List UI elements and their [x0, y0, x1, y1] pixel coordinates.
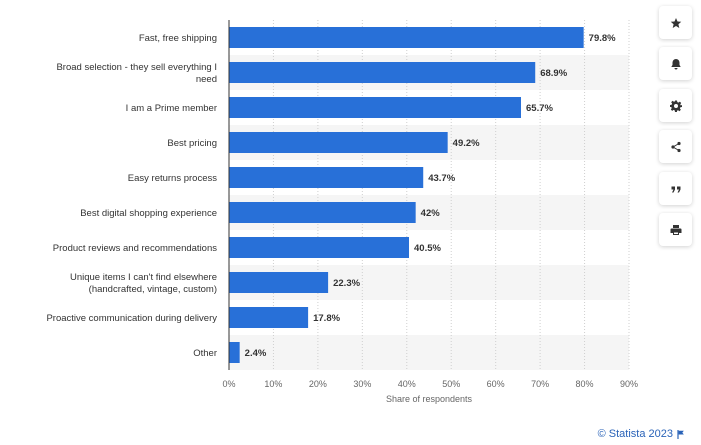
- category-labels: Fast, free shipping Broad selection - the…: [46, 33, 217, 359]
- print-button[interactable]: [659, 213, 692, 246]
- value-label: 2.4%: [245, 348, 267, 359]
- value-label: 42%: [421, 208, 441, 219]
- value-label: 49.2%: [453, 138, 480, 149]
- settings-button[interactable]: [659, 89, 692, 122]
- bar[interactable]: [229, 97, 521, 118]
- share-button[interactable]: [659, 130, 692, 163]
- bar[interactable]: [229, 62, 536, 83]
- value-labels: 79.8% 68.9% 65.7% 49.2% 43.7% 42% 40.5% 22.3% 17…: [245, 33, 616, 359]
- category-label: need: [196, 74, 217, 85]
- statista-credit[interactable]: © Statista 2023: [598, 428, 685, 440]
- category-label: Proactive communication during delivery: [46, 313, 217, 324]
- x-tick-label: 30%: [353, 379, 371, 389]
- favorite-button[interactable]: [659, 6, 692, 39]
- bar-chart: Fast, free shipping Broad selection - the…: [46, 20, 638, 404]
- value-label: 79.8%: [589, 33, 616, 44]
- category-label: Best pricing: [167, 138, 217, 149]
- print-icon: [670, 224, 681, 235]
- category-label: Unique items I can't find elsewhere: [70, 272, 217, 283]
- x-tick-label: 0%: [222, 379, 235, 389]
- bell-icon: [671, 58, 680, 69]
- notification-button[interactable]: [659, 47, 692, 80]
- x-tick-label: 70%: [531, 379, 549, 389]
- x-tick-label: 40%: [398, 379, 416, 389]
- value-label: 65.7%: [526, 103, 553, 114]
- value-label: 22.3%: [333, 278, 360, 289]
- bar[interactable]: [229, 202, 416, 223]
- bar[interactable]: [229, 237, 409, 258]
- bar[interactable]: [229, 342, 240, 363]
- category-label: Product reviews and recommendations: [53, 243, 217, 254]
- category-label: Other: [193, 348, 217, 359]
- x-tick-label: 80%: [576, 379, 594, 389]
- x-tick-labels: 0% 10% 20% 30% 40% 50% 60% 70% 80% 90%: [222, 379, 638, 389]
- bar[interactable]: [229, 132, 448, 153]
- flag-icon: [677, 429, 685, 439]
- x-axis-title: Share of respondents: [386, 394, 473, 404]
- category-label: I am a Prime member: [126, 103, 217, 114]
- share-icon: [670, 141, 681, 152]
- category-label: Easy returns process: [128, 173, 217, 184]
- bar[interactable]: [229, 307, 309, 328]
- star-icon: [670, 17, 681, 28]
- x-tick-label: 10%: [264, 379, 282, 389]
- bar[interactable]: [229, 27, 584, 48]
- row-band: [229, 335, 629, 370]
- quote-icon: [671, 186, 680, 192]
- x-tick-label: 20%: [309, 379, 327, 389]
- x-tick-label: 90%: [620, 379, 638, 389]
- bars: [229, 27, 584, 363]
- bar[interactable]: [229, 167, 424, 188]
- gear-icon: [669, 100, 682, 112]
- x-tick-label: 60%: [487, 379, 505, 389]
- value-label: 17.8%: [313, 313, 340, 324]
- value-label: 68.9%: [540, 68, 567, 79]
- value-label: 43.7%: [428, 173, 455, 184]
- cite-button[interactable]: [659, 172, 692, 205]
- credit-text: © Statista 2023: [597, 428, 673, 440]
- category-label: (handcrafted, vintage, custom): [89, 284, 217, 295]
- category-label: Best digital shopping experience: [80, 208, 217, 219]
- category-label: Fast, free shipping: [139, 33, 217, 44]
- value-label: 40.5%: [414, 243, 441, 254]
- x-tick-label: 50%: [442, 379, 460, 389]
- bar[interactable]: [229, 272, 329, 293]
- category-label: Broad selection - they sell everything I: [56, 62, 217, 73]
